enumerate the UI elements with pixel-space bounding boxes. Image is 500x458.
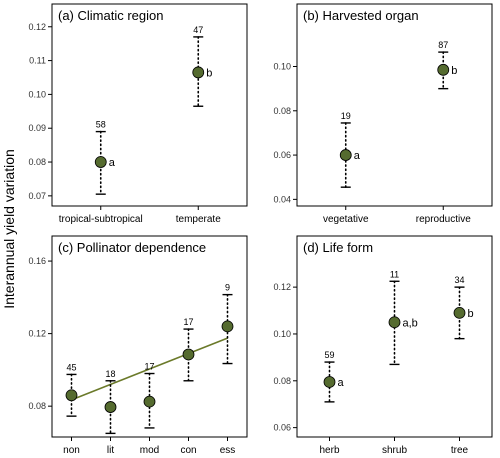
y-tick-label: 0.10 xyxy=(28,89,46,99)
y-tick-label: 0.11 xyxy=(29,56,46,66)
panel-title: (c) Pollinator dependence xyxy=(58,240,206,255)
x-tick-label: reproductive xyxy=(416,214,471,225)
y-tick-label: 0.12 xyxy=(273,282,291,292)
data-point xyxy=(182,348,195,361)
trend-line xyxy=(71,337,228,401)
y-tick-label: 0.08 xyxy=(28,401,46,411)
sample-size-label: 87 xyxy=(438,40,448,50)
x-tick-label: ess xyxy=(220,445,236,456)
data-point xyxy=(143,395,156,408)
data-point xyxy=(437,63,450,76)
group-letter-label: a,b xyxy=(403,317,418,329)
sample-size-label: 18 xyxy=(105,369,115,379)
sample-size-label: 19 xyxy=(341,111,351,121)
y-tick-label: 0.10 xyxy=(273,62,291,72)
data-point xyxy=(388,316,401,329)
sample-size-label: 58 xyxy=(96,120,106,130)
panel-title: (b) Harvested organ xyxy=(303,8,419,23)
sample-size-label: 47 xyxy=(193,25,203,35)
x-tick-label: temperate xyxy=(176,214,221,225)
group-letter-label: a xyxy=(338,377,345,389)
y-tick-label: 0.06 xyxy=(273,423,291,433)
y-tick-label: 0.10 xyxy=(273,329,291,339)
panel-0: (a) Climatic region 0.07 0.08 0.09 0.10 0.11 0… xyxy=(28,3,248,225)
panel-1: (b) Harvested organ 0.04 0.06 0.08 0.10 veget… xyxy=(273,3,493,225)
x-tick-label: con xyxy=(180,445,196,456)
sample-size-label: 11 xyxy=(390,269,399,279)
data-point xyxy=(192,66,205,79)
sample-size-label: 17 xyxy=(144,362,154,372)
sample-size-label: 34 xyxy=(454,275,464,285)
data-point xyxy=(65,389,78,402)
group-letter-label: b xyxy=(468,308,474,320)
y-tick-label: 0.07 xyxy=(28,191,46,201)
data-point xyxy=(323,376,336,388)
y-tick-label: 0.08 xyxy=(28,157,46,167)
group-letter-label: a xyxy=(109,157,116,169)
panel-frame xyxy=(296,3,493,207)
x-tick-label: tropical-subtropical xyxy=(59,214,143,225)
x-tick-label: shrub xyxy=(382,445,407,456)
x-tick-label: mod xyxy=(140,445,159,456)
y-tick-label: 0.06 xyxy=(273,150,291,160)
x-tick-label: lit xyxy=(107,445,114,456)
y-axis-label: Interannual yield variation xyxy=(1,149,17,309)
group-letter-label: b xyxy=(206,67,212,79)
group-letter-label: a xyxy=(354,150,361,162)
sample-size-label: 45 xyxy=(66,362,76,372)
x-tick-label: tree xyxy=(451,445,469,456)
x-tick-label: herb xyxy=(319,445,339,456)
sample-size-label: 59 xyxy=(324,350,334,360)
sample-size-label: 17 xyxy=(183,317,193,327)
y-tick-label: 0.08 xyxy=(273,376,291,386)
data-point xyxy=(94,156,107,168)
x-tick-label: vegetative xyxy=(323,214,369,225)
y-tick-label: 0.04 xyxy=(273,194,291,204)
panel-frame xyxy=(51,3,248,207)
data-point xyxy=(453,306,466,319)
y-tick-label: 0.12 xyxy=(28,329,46,339)
group-letter-label: b xyxy=(451,65,457,77)
panel-2: (c) Pollinator dependence 0.08 0.12 0.16 non… xyxy=(28,235,248,456)
y-tick-label: 0.12 xyxy=(28,22,46,32)
y-tick-label: 0.16 xyxy=(28,256,46,266)
panel-title: (d) Life form xyxy=(303,240,373,255)
data-point xyxy=(339,149,352,161)
y-tick-label: 0.08 xyxy=(273,106,291,116)
panel-title: (a) Climatic region xyxy=(58,8,163,23)
data-point xyxy=(221,320,234,333)
panel-3: (d) Life form 0.06 0.08 0.10 0.12 herb shrub tr… xyxy=(273,235,493,456)
y-tick-label: 0.09 xyxy=(28,123,46,133)
x-tick-label: non xyxy=(63,445,80,456)
sample-size-label: 9 xyxy=(225,283,230,293)
data-point xyxy=(104,401,117,413)
